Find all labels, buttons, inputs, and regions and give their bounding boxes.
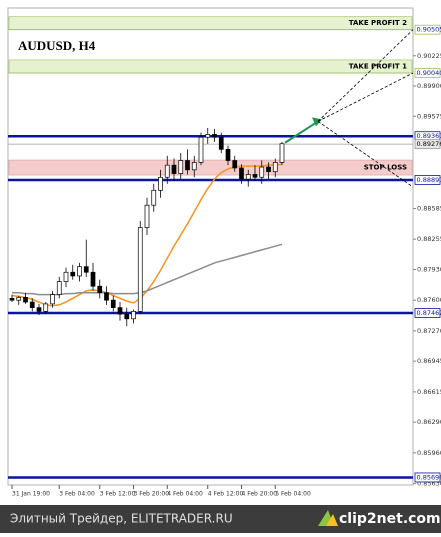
candle-body [253, 174, 257, 177]
plot-frame [8, 8, 413, 485]
y-tick-label: 0.88255 [417, 235, 441, 243]
level-label: 0.88891 [417, 176, 441, 184]
candle-body [267, 167, 271, 172]
candle-body [179, 161, 183, 174]
candle-body [111, 300, 115, 307]
candle-body [132, 311, 136, 318]
level-label: 0.89276 [417, 140, 441, 148]
x-tick-label: 4 Feb 12:00 [208, 491, 244, 498]
candle-body [280, 144, 284, 163]
candle-body [17, 297, 21, 300]
x-tick-label: 31 Jan 19:00 [12, 491, 50, 498]
candle-body [98, 286, 102, 293]
candle-body [240, 168, 244, 179]
candle-body [172, 165, 176, 173]
level-label: 0.90505 [417, 26, 441, 34]
candle-body [105, 293, 109, 300]
footer-logo: clip2net.com [339, 511, 441, 527]
candle-body [206, 134, 210, 137]
candle-body [226, 149, 230, 160]
level-label: 0.90040 [417, 69, 441, 77]
candle-body [44, 304, 48, 311]
x-tick-label: 3 Feb 12:00 [100, 491, 136, 498]
candle-body [57, 282, 61, 295]
candle-body [165, 165, 169, 177]
zone [9, 160, 412, 175]
candle-body [273, 162, 277, 171]
level-label: 0.85696 [417, 473, 441, 481]
x-tick-label: 4 Feb 04:00 [167, 491, 203, 498]
chart-title: AUDUSD, H4 [18, 38, 96, 53]
level-label: 0.89361 [417, 132, 441, 140]
candle-body [84, 267, 88, 273]
candle-body [10, 298, 14, 300]
candle-body [37, 308, 41, 312]
y-tick-label: 0.86615 [417, 388, 441, 396]
candle-body [260, 167, 264, 177]
candle-body [51, 295, 55, 304]
candle-body [64, 272, 68, 281]
candle-body [30, 302, 34, 308]
candle-body [78, 267, 82, 276]
candle-body [199, 137, 203, 162]
y-tick-label: 0.88585 [417, 204, 441, 212]
x-tick-label: 3 Feb 20:00 [134, 491, 170, 498]
footer-source: Элитный Трейдер, ELITETRADER.RU [10, 512, 233, 526]
zone-label: TAKE PROFIT 2 [349, 19, 407, 27]
candle-body [24, 297, 28, 302]
candle-body [91, 272, 95, 286]
candle-body [246, 174, 250, 179]
candle-body [138, 228, 142, 312]
candle-body [219, 137, 223, 149]
candle-body [125, 314, 129, 319]
candle-body [71, 272, 75, 276]
candle-body [186, 161, 190, 170]
x-tick-label: 5 Feb 04:00 [275, 491, 311, 498]
candle-body [159, 177, 163, 190]
level-label: 0.87462 [417, 309, 441, 317]
y-tick-label: 0.86945 [417, 357, 441, 365]
x-tick-label: 4 Feb 20:00 [242, 491, 278, 498]
candle-body [233, 161, 237, 168]
candle-body [192, 162, 196, 169]
y-tick-label: 0.89575 [417, 112, 441, 120]
candle-body [145, 205, 149, 227]
candle-body [213, 134, 217, 137]
candle-body [152, 190, 156, 205]
candle-body [118, 308, 122, 315]
y-tick-label: 0.90225 [417, 52, 441, 60]
x-tick-label: 3 Feb 04:00 [59, 491, 95, 498]
zone-label: TAKE PROFIT 1 [349, 62, 407, 70]
